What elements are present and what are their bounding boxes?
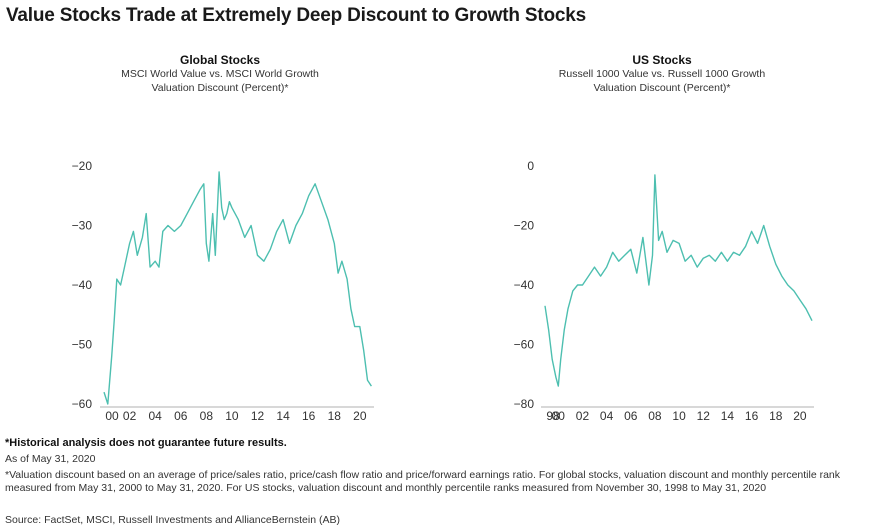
us-valuation-discount-line — [544, 174, 813, 387]
global-x-tick-label: 10 — [225, 409, 239, 423]
global-stocks-chart: −20 −30 −40 −50 −60 00 02 04 06 08 10 12 14 16 18 20 — [72, 159, 374, 423]
global-x-tick-label: 18 — [328, 409, 342, 423]
us-y-tick-label: −40 — [514, 278, 535, 292]
us-x-tick-label: 02 — [576, 409, 590, 423]
source-note: Source: FactSet, MSCI, Russell Investmen… — [5, 514, 340, 526]
global-chart-subtitle-1: MSCI World Value vs. MSCI World Growth — [121, 68, 319, 80]
as-of-date: As of May 31, 2020 — [5, 453, 96, 465]
global-chart-header: Global Stocks MSCI World Value vs. MSCI … — [60, 53, 380, 95]
us-y-tick-label: 0 — [527, 159, 534, 173]
global-x-tick-label: 00 — [105, 409, 119, 423]
us-x-tick-label: 18 — [769, 409, 783, 423]
global-y-tick-label: −30 — [72, 219, 93, 233]
us-x-tick-label: 12 — [697, 409, 711, 423]
global-x-tick-label: 08 — [200, 409, 214, 423]
us-x-tick-label: 00 — [552, 409, 566, 423]
global-x-tick-label: 02 — [123, 409, 137, 423]
global-y-tick-label: −40 — [72, 278, 93, 292]
us-x-tick-label: 04 — [600, 409, 614, 423]
us-x-tick-label: 98 — [546, 409, 560, 423]
global-x-tick-label: 14 — [276, 409, 290, 423]
us-x-tick-label: 20 — [793, 409, 807, 423]
us-x-tick-label: 06 — [624, 409, 638, 423]
global-x-tick-label: 16 — [302, 409, 316, 423]
global-y-tick-label: −50 — [72, 338, 93, 352]
us-x-tick-label: 08 — [648, 409, 662, 423]
global-y-tick-label: −20 — [72, 159, 93, 173]
global-x-tick-label: 04 — [148, 409, 162, 423]
global-x-tick-label: 12 — [251, 409, 265, 423]
us-y-tick-label: −60 — [514, 338, 535, 352]
methodology-note: *Valuation discount based on an average … — [5, 469, 841, 494]
page-title: Value Stocks Trade at Extremely Deep Dis… — [6, 5, 586, 26]
us-x-tick-label: 10 — [672, 409, 686, 423]
disclaimer-note: *Historical analysis does not guarantee … — [5, 437, 287, 449]
us-x-tick-label: 16 — [745, 409, 759, 423]
global-chart-subtitle-2: Valuation Discount (Percent)* — [151, 82, 289, 94]
us-chart-subtitle-1: Russell 1000 Value vs. Russell 1000 Grow… — [558, 68, 766, 80]
global-y-tick-label: −60 — [72, 397, 93, 411]
global-x-tick-label: 20 — [353, 409, 367, 423]
us-y-tick-label: −80 — [514, 397, 535, 411]
us-x-tick-label: 14 — [721, 409, 735, 423]
us-y-tick-label: −20 — [514, 219, 535, 233]
global-x-tick-label: 06 — [174, 409, 188, 423]
global-chart-title: Global Stocks — [179, 53, 261, 67]
us-chart-subtitle-2: Valuation Discount (Percent)* — [593, 82, 731, 94]
us-chart-header: US Stocks Russell 1000 Value vs. Russell… — [502, 53, 822, 95]
us-chart-title: US Stocks — [632, 53, 692, 67]
global-valuation-discount-line — [103, 171, 372, 405]
